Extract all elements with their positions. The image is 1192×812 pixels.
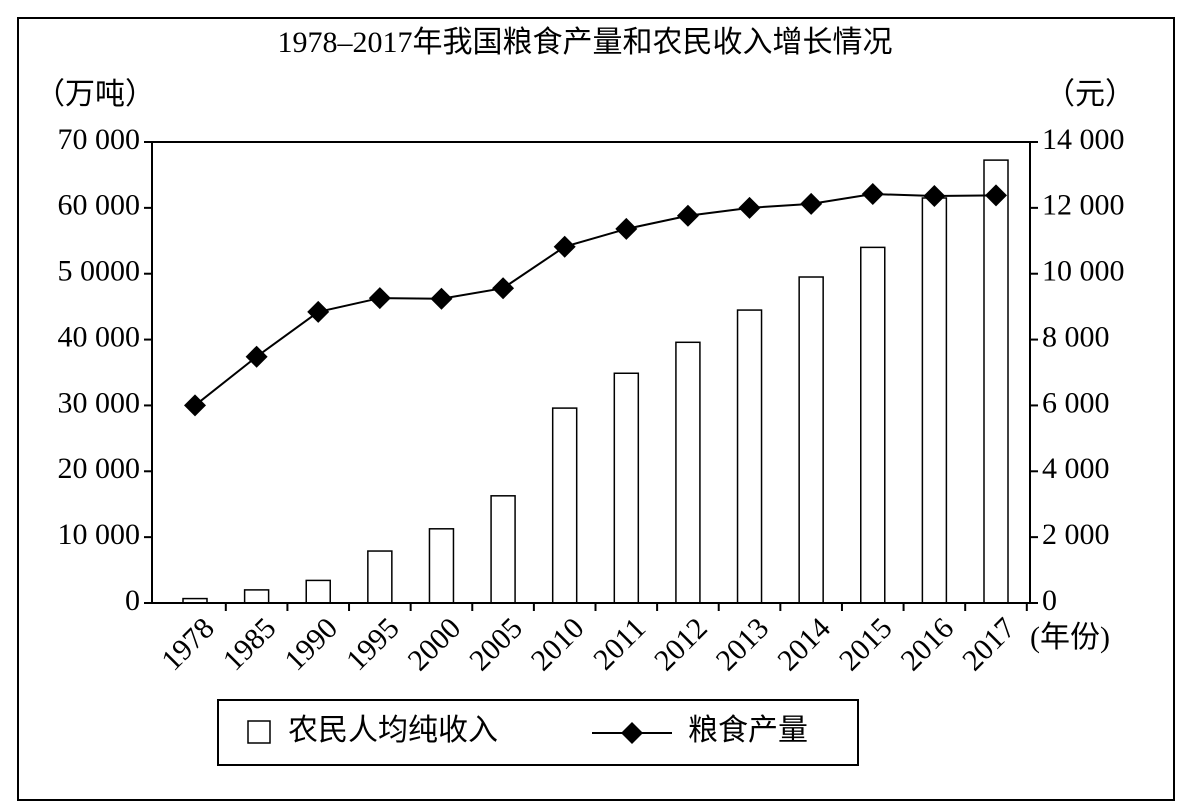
marker bbox=[245, 345, 268, 368]
x-tick-label: 1990 bbox=[278, 611, 344, 677]
bar bbox=[367, 550, 393, 604]
x-tick-label: 2010 bbox=[525, 611, 591, 677]
frame bbox=[17, 17, 1175, 801]
tick-label: 10 000 bbox=[58, 518, 141, 551]
tick-label: 12 000 bbox=[1042, 189, 1125, 222]
x-tick-label: 2015 bbox=[833, 611, 899, 677]
tick-label: 10 000 bbox=[1042, 255, 1125, 288]
marker bbox=[923, 185, 946, 208]
plot-frame bbox=[151, 141, 1031, 604]
legend-marker bbox=[621, 722, 643, 744]
bar bbox=[675, 341, 701, 604]
x-tick-label: 2000 bbox=[402, 611, 468, 677]
x-tick-label: 1978 bbox=[155, 611, 221, 677]
bar bbox=[243, 589, 270, 604]
marker bbox=[430, 287, 453, 310]
line bbox=[194, 193, 997, 407]
tick-label: 14 000 bbox=[1042, 123, 1125, 156]
tick-label: 60 000 bbox=[58, 189, 141, 222]
legend-label: 农民人均纯收入 bbox=[288, 714, 498, 747]
bar bbox=[860, 246, 886, 604]
marker bbox=[307, 300, 330, 323]
tick-label: 20 000 bbox=[58, 452, 141, 485]
tick-label: 30 000 bbox=[58, 386, 141, 419]
bar bbox=[613, 372, 640, 604]
tick-label: 2 000 bbox=[1042, 518, 1110, 551]
bar bbox=[490, 495, 516, 604]
bar bbox=[428, 528, 455, 604]
x-tick-label: 2017 bbox=[956, 611, 1022, 677]
tick-label: 4 000 bbox=[1042, 452, 1110, 485]
marker bbox=[985, 184, 1007, 207]
marker bbox=[800, 192, 823, 215]
marker bbox=[676, 204, 699, 227]
x-tick-label: 2011 bbox=[587, 611, 652, 676]
y2-axis-label: （元） bbox=[1045, 78, 1135, 111]
marker bbox=[368, 287, 391, 310]
x-tick-label: 2016 bbox=[894, 611, 960, 677]
x-tick-label: 2012 bbox=[648, 611, 714, 677]
bar bbox=[983, 159, 1009, 604]
x-axis-label: (年份) bbox=[1030, 621, 1110, 654]
tick-label: 8 000 bbox=[1042, 320, 1110, 353]
marker bbox=[861, 183, 884, 206]
bar bbox=[921, 197, 948, 604]
tick-label: 0 bbox=[1042, 584, 1057, 617]
x-tick-label: 1985 bbox=[217, 611, 283, 677]
marker bbox=[615, 217, 638, 240]
marker bbox=[184, 394, 206, 417]
legend bbox=[217, 699, 859, 766]
tick-label: 6 000 bbox=[1042, 386, 1110, 419]
bar bbox=[305, 579, 331, 604]
marker bbox=[553, 235, 576, 258]
x-tick-label: 1995 bbox=[340, 611, 406, 677]
tick-label: 5 0000 bbox=[58, 255, 141, 288]
tick-label: 0 bbox=[125, 584, 140, 617]
legend-bar-swatch bbox=[247, 720, 271, 744]
bar bbox=[798, 276, 824, 604]
marker bbox=[738, 196, 761, 219]
legend-label: 粮食产量 bbox=[688, 714, 808, 747]
y-axis-label: （万吨） bbox=[35, 78, 155, 111]
x-tick-label: 2005 bbox=[463, 611, 529, 677]
marker bbox=[492, 277, 515, 300]
tick-label: 70 000 bbox=[58, 123, 141, 156]
chart-title: 1978–2017年我国粮食产量和农民收入增长情况 bbox=[278, 26, 893, 59]
bar bbox=[551, 407, 578, 604]
x-tick-label: 2013 bbox=[710, 611, 776, 677]
x-tick-label: 2014 bbox=[771, 611, 837, 677]
tick-label: 40 000 bbox=[58, 320, 141, 353]
bar bbox=[736, 309, 763, 604]
